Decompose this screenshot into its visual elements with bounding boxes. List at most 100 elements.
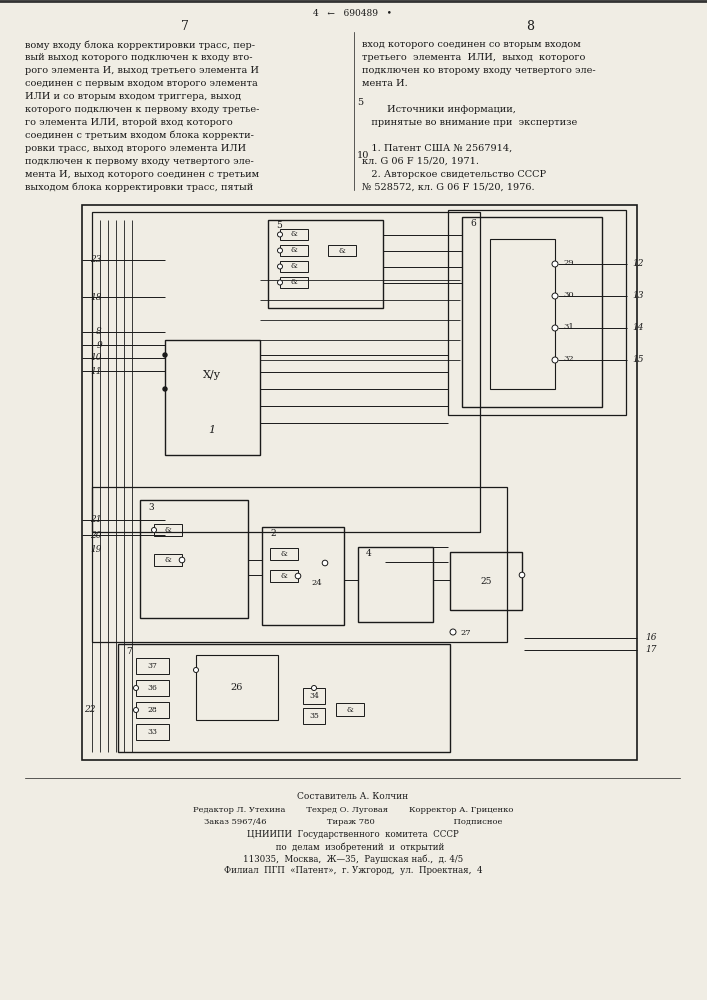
Text: 23: 23 <box>90 255 102 264</box>
Text: 29: 29 <box>563 259 573 267</box>
Text: 27: 27 <box>460 629 471 637</box>
Text: 19: 19 <box>90 546 102 554</box>
Text: вому входу блока корректировки трасс, пер-: вому входу блока корректировки трасс, пе… <box>25 40 255 49</box>
Bar <box>165 340 260 455</box>
Bar <box>118 644 450 752</box>
Text: 16: 16 <box>645 633 657 642</box>
Bar <box>92 487 507 642</box>
Circle shape <box>278 232 283 237</box>
Text: 22: 22 <box>85 706 96 714</box>
Circle shape <box>163 353 167 357</box>
Bar <box>336 703 364 716</box>
Circle shape <box>552 261 558 267</box>
Text: 24: 24 <box>312 579 322 587</box>
Text: принятые во внимание при  экспертизе: принятые во внимание при экспертизе <box>362 118 577 127</box>
Circle shape <box>450 629 456 635</box>
Bar <box>270 570 298 582</box>
Bar <box>154 554 182 566</box>
Circle shape <box>278 280 283 285</box>
Bar <box>280 229 308 240</box>
Text: 14: 14 <box>632 322 643 332</box>
Bar <box>328 245 356 256</box>
Bar <box>136 658 169 674</box>
Bar <box>154 524 182 536</box>
Text: Филиал  ПГП  «Патент»,  г. Ужгород,  ул.  Проектная,  4: Филиал ПГП «Патент», г. Ужгород, ул. Про… <box>223 866 482 875</box>
Text: которого подключен к первому входу третье-: которого подключен к первому входу треть… <box>25 105 259 114</box>
Bar <box>140 500 248 618</box>
Circle shape <box>519 572 525 578</box>
Text: мента И, выход которого соединен с третьим: мента И, выход которого соединен с треть… <box>25 170 259 179</box>
Bar <box>462 217 602 407</box>
Bar <box>136 680 169 696</box>
Circle shape <box>296 573 300 579</box>
Text: соединен с первым входом второго элемента: соединен с первым входом второго элемент… <box>25 79 258 88</box>
Text: 33: 33 <box>147 728 157 736</box>
Text: 13: 13 <box>632 290 643 300</box>
Bar <box>270 548 298 560</box>
Circle shape <box>278 248 283 253</box>
Text: 25: 25 <box>480 576 492 585</box>
Text: Заказ 5967/46                       Тираж 780                              Подпи: Заказ 5967/46 Тираж 780 Подпи <box>204 818 502 826</box>
Bar <box>303 708 325 724</box>
Text: 9: 9 <box>96 340 102 350</box>
Text: &: & <box>291 262 298 270</box>
Text: го элемента ИЛИ, второй вход которого: го элемента ИЛИ, второй вход которого <box>25 118 233 127</box>
Text: 12: 12 <box>632 258 643 267</box>
Circle shape <box>134 686 139 690</box>
Text: подключен ко второму входу четвертого эле-: подключен ко второму входу четвертого эл… <box>362 66 595 75</box>
Bar <box>82 205 637 760</box>
Text: Редактор Л. Утехина        Техред О. Луговая        Корректор А. Гриценко: Редактор Л. Утехина Техред О. Луговая Ко… <box>193 806 513 814</box>
Text: &: & <box>339 247 346 255</box>
Text: подключен к первому входу четвертого эле-: подключен к первому входу четвертого эле… <box>25 157 254 166</box>
Text: вход которого соединен со вторым входом: вход которого соединен со вторым входом <box>362 40 580 49</box>
Text: 2: 2 <box>270 530 276 538</box>
Text: 15: 15 <box>632 355 643 363</box>
Text: 11: 11 <box>90 366 102 375</box>
Bar <box>280 277 308 288</box>
Bar <box>196 655 278 720</box>
Circle shape <box>151 528 156 532</box>
Text: 10: 10 <box>90 354 102 362</box>
Text: &: & <box>291 246 298 254</box>
Bar <box>490 239 555 389</box>
Text: выходом блока корректировки трасс, пятый: выходом блока корректировки трасс, пятый <box>25 183 253 192</box>
Text: &: & <box>346 706 354 714</box>
Bar <box>280 261 308 272</box>
Text: 7: 7 <box>126 647 132 656</box>
Text: соединен с третьим входом блока корректи-: соединен с третьим входом блока корректи… <box>25 131 254 140</box>
Text: Составитель А. Колчин: Составитель А. Колчин <box>298 792 409 801</box>
Text: ИЛИ и со вторым входом триггера, выход: ИЛИ и со вторым входом триггера, выход <box>25 92 241 101</box>
Text: вый выход которого подключен к входу вто-: вый выход которого подключен к входу вто… <box>25 53 252 62</box>
Text: 113035,  Москва,  Ж—35,  Раушская наб.,  д. 4/5: 113035, Москва, Ж—35, Раушская наб., д. … <box>243 854 463 863</box>
Bar <box>136 702 169 718</box>
Text: третьего  элемента  ИЛИ,  выход  которого: третьего элемента ИЛИ, выход которого <box>362 53 585 62</box>
Text: рого элемента И, выход третьего элемента И: рого элемента И, выход третьего элемента… <box>25 66 259 75</box>
Text: 21: 21 <box>90 516 102 524</box>
Text: 2. Авторское свидетельство СССР: 2. Авторское свидетельство СССР <box>362 170 546 179</box>
Circle shape <box>552 293 558 299</box>
Bar <box>280 245 308 256</box>
Circle shape <box>278 264 283 269</box>
Bar <box>303 688 325 704</box>
Circle shape <box>134 708 139 712</box>
Text: &: & <box>281 550 287 558</box>
Text: 4: 4 <box>366 550 372 558</box>
Text: 6: 6 <box>470 220 476 229</box>
Text: 28: 28 <box>147 706 157 714</box>
Text: ровки трасс, выход второго элемента ИЛИ: ровки трасс, выход второго элемента ИЛИ <box>25 144 246 153</box>
Text: 5: 5 <box>357 98 363 107</box>
Text: &: & <box>291 278 298 286</box>
Text: Источники информации,: Источники информации, <box>362 105 516 114</box>
Text: 1. Патент США № 2567914,: 1. Патент США № 2567914, <box>362 144 513 153</box>
Circle shape <box>312 686 317 690</box>
Circle shape <box>179 557 185 563</box>
Text: 37: 37 <box>147 662 157 670</box>
Text: 34: 34 <box>309 692 319 700</box>
Bar <box>92 212 480 532</box>
Circle shape <box>163 387 167 391</box>
Bar <box>262 527 344 625</box>
Text: кл. G 06 F 15/20, 1971.: кл. G 06 F 15/20, 1971. <box>362 157 479 166</box>
Text: 8: 8 <box>96 328 102 336</box>
Text: 17: 17 <box>645 645 657 654</box>
Text: 32: 32 <box>563 355 573 363</box>
